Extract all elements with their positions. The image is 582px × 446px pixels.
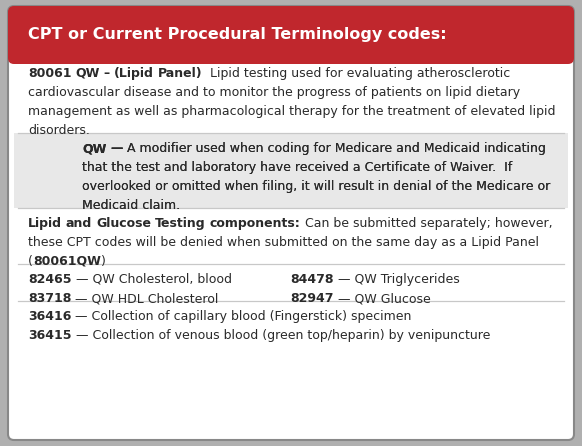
Text: that the test and laboratory have received a Certificate of Waiver.  If: that the test and laboratory have receiv… (82, 161, 512, 174)
Text: — QW Glucose: — QW Glucose (333, 292, 430, 305)
Text: Lipid: Lipid (28, 217, 62, 230)
Text: — QW Cholesterol, blood: — QW Cholesterol, blood (72, 273, 232, 286)
Text: these CPT codes will be denied when submitted on the same day as a Lipid Panel: these CPT codes will be denied when subm… (28, 236, 539, 249)
Text: —: — (111, 142, 123, 155)
Text: QW: QW (82, 142, 107, 155)
Text: Glucose: Glucose (96, 217, 151, 230)
Text: Medicaid claim.: Medicaid claim. (82, 199, 180, 212)
Text: 80061QW: 80061QW (33, 255, 101, 268)
Text: cardiovascular disease and to monitor the progress of patients on lipid dietary: cardiovascular disease and to monitor th… (28, 86, 520, 99)
Text: —: — (111, 142, 123, 155)
Text: 36415: 36415 (28, 329, 72, 342)
FancyBboxPatch shape (8, 6, 574, 440)
Text: — QW HDL Cholesterol: — QW HDL Cholesterol (72, 292, 219, 305)
Text: 80061: 80061 (28, 67, 72, 80)
Text: 82465: 82465 (28, 273, 72, 286)
Text: CPT or Current Procedural Terminology codes:: CPT or Current Procedural Terminology co… (28, 28, 446, 42)
Bar (14, 133, 568, 208)
Text: that the test and laboratory have received a Certificate of Waiver.  If: that the test and laboratory have receiv… (82, 161, 512, 174)
Text: 82947: 82947 (290, 292, 333, 305)
Text: A modifier used when coding for Medicare and Medicaid indicating: A modifier used when coding for Medicare… (123, 142, 546, 155)
Text: disorders.: disorders. (28, 124, 90, 137)
FancyBboxPatch shape (8, 6, 574, 64)
Text: –: – (104, 67, 110, 80)
Text: components:: components: (210, 217, 301, 230)
Text: and: and (66, 217, 93, 230)
Text: Lipid testing used for evaluating atherosclerotic: Lipid testing used for evaluating athero… (203, 67, 511, 80)
Text: Testing: Testing (155, 217, 206, 230)
Text: 36416: 36416 (28, 310, 72, 323)
Text: QW: QW (76, 67, 100, 80)
Text: QW: QW (82, 142, 107, 155)
Text: 84478: 84478 (290, 273, 333, 286)
Bar (14, 35, 568, 58)
Text: — Collection of venous blood (green top/heparin) by venipuncture: — Collection of venous blood (green top/… (72, 329, 490, 342)
Text: Can be submitted separately; however,: Can be submitted separately; however, (301, 217, 552, 230)
Text: overlooked or omitted when filing, it will result in denial of the Medicare or: overlooked or omitted when filing, it wi… (82, 180, 550, 193)
Text: management as well as pharmacological therapy for the treatment of elevated lipi: management as well as pharmacological th… (28, 105, 555, 118)
Text: Panel): Panel) (158, 67, 203, 80)
Text: 83718: 83718 (28, 292, 72, 305)
Text: (: ( (28, 255, 33, 268)
Text: A modifier used when coding for Medicare and Medicaid indicating: A modifier used when coding for Medicare… (123, 142, 546, 155)
Text: overlooked or omitted when filing, it will result in denial of the Medicare or: overlooked or omitted when filing, it wi… (82, 180, 550, 193)
Text: ): ) (101, 255, 105, 268)
Text: — Collection of capillary blood (Fingerstick) specimen: — Collection of capillary blood (Fingers… (72, 310, 411, 323)
Text: — QW Triglycerides: — QW Triglycerides (333, 273, 459, 286)
Text: (Lipid: (Lipid (114, 67, 154, 80)
Text: Medicaid claim.: Medicaid claim. (82, 199, 180, 212)
